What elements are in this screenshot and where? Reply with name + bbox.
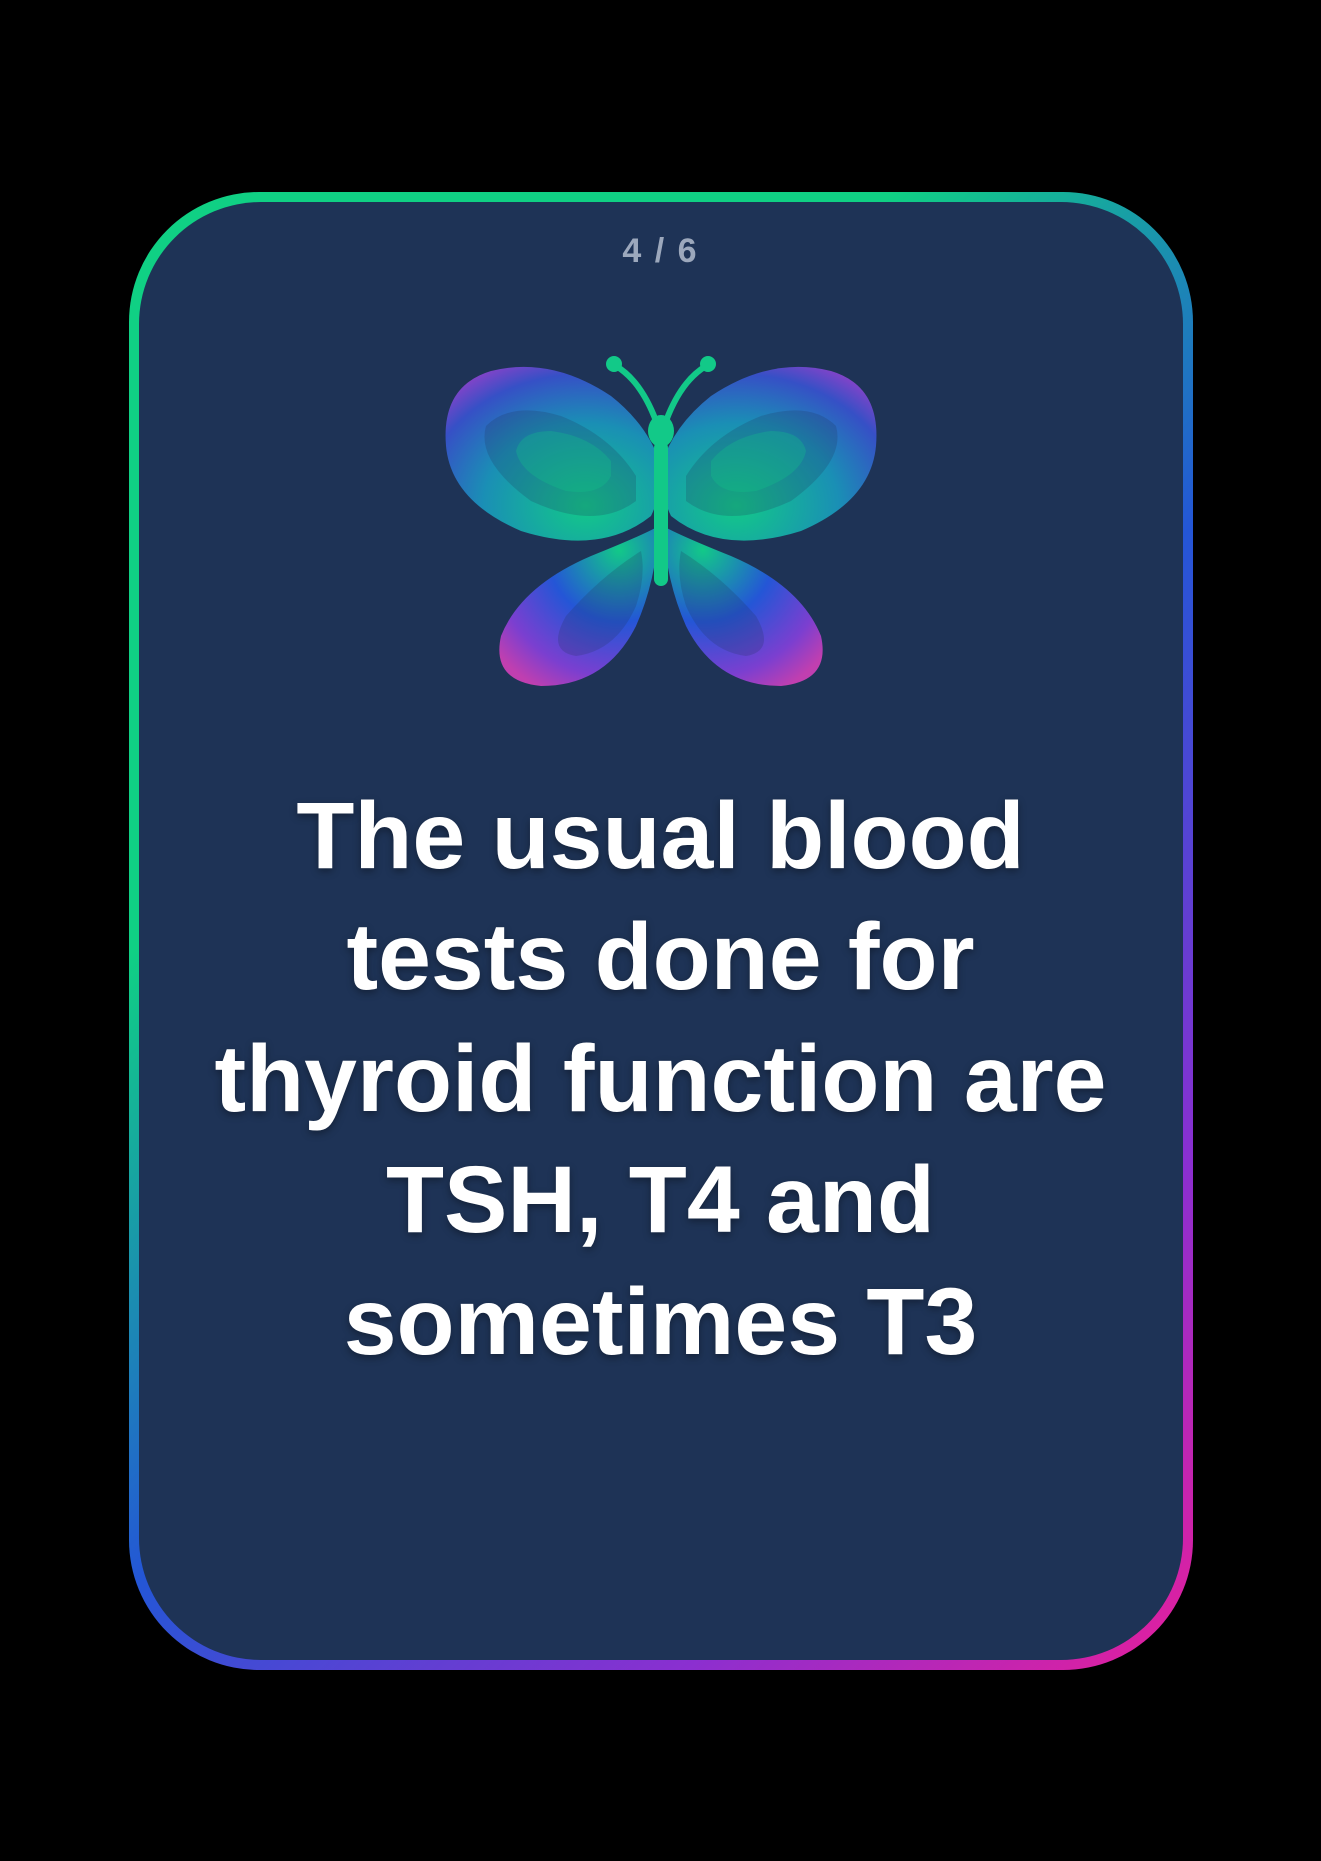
info-card: 4 / 6 xyxy=(139,202,1183,1660)
card-border: 4 / 6 xyxy=(129,192,1193,1670)
card-message: The usual blood tests done for thyroid f… xyxy=(139,776,1183,1384)
page-counter: 4 / 6 xyxy=(622,232,698,271)
butterfly-icon xyxy=(411,326,911,706)
